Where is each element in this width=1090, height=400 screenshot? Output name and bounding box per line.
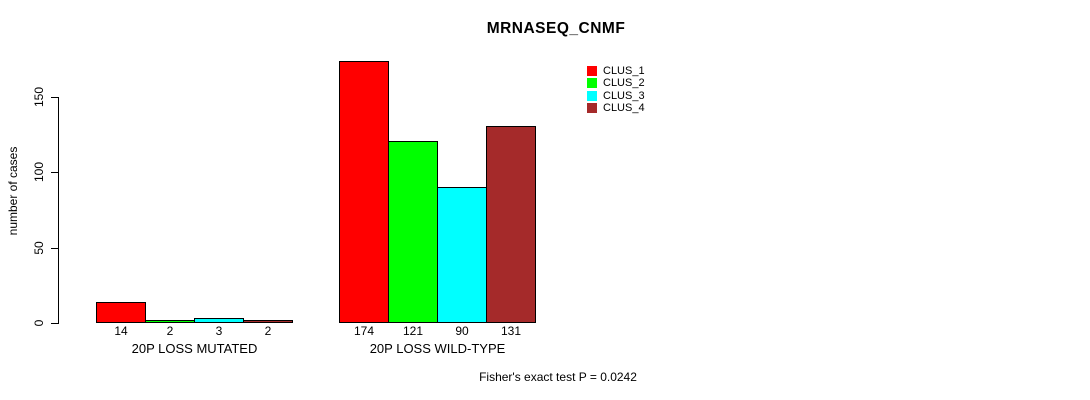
legend-swatch-CLUS_3 xyxy=(587,90,597,101)
y-axis-tick-label: 150 xyxy=(32,86,46,108)
bar-CLUS_4 xyxy=(243,319,293,323)
bar-CLUS_1 xyxy=(96,301,146,323)
bar-value-label: 2 xyxy=(264,324,272,338)
bar-value-label: 14 xyxy=(114,324,128,338)
y-axis-tick-label: 100 xyxy=(32,161,46,183)
statistical-test-annotation: Fisher's exact test P = 0.0242 xyxy=(479,370,637,384)
chart-title: MRNASEQ_CNMF xyxy=(486,20,626,37)
y-axis-tick-label: 50 xyxy=(32,241,46,255)
legend-swatch-CLUS_2 xyxy=(587,78,597,89)
legend-label-CLUS_3: CLUS_3 xyxy=(603,89,645,102)
bar-value-label: 174 xyxy=(353,324,375,338)
bar-value-label: 3 xyxy=(215,324,223,338)
bar-CLUS_2 xyxy=(145,319,195,323)
y-axis-tick-label: 0 xyxy=(32,319,46,327)
y-axis-line xyxy=(58,97,59,324)
bar-CLUS_4 xyxy=(486,125,536,323)
bar-value-label: 131 xyxy=(500,324,522,338)
x-axis-group-label: 20P LOSS WILD-TYPE xyxy=(369,341,506,356)
bar-CLUS_2 xyxy=(388,140,438,323)
y-axis-tick xyxy=(51,97,58,98)
bar-value-label: 2 xyxy=(166,324,174,338)
bar-CLUS_1 xyxy=(339,60,389,323)
bar-CLUS_3 xyxy=(194,318,244,323)
y-axis-tick xyxy=(51,172,58,173)
legend-label-CLUS_1: CLUS_1 xyxy=(603,65,645,77)
y-axis-tick xyxy=(51,323,58,324)
y-axis-title: number of cases xyxy=(6,146,20,236)
legend-swatch-CLUS_1 xyxy=(587,66,597,76)
legend-swatch-CLUS_4 xyxy=(587,103,597,114)
bar-CLUS_3 xyxy=(437,187,487,323)
x-axis-group-label: 20P LOSS MUTATED xyxy=(131,341,258,356)
y-axis-tick xyxy=(51,248,58,249)
legend-label-CLUS_4: CLUS_4 xyxy=(603,102,645,115)
bar-value-label: 121 xyxy=(402,324,424,338)
legend-label-CLUS_2: CLUS_2 xyxy=(603,77,645,90)
bar-value-label: 90 xyxy=(455,324,469,338)
